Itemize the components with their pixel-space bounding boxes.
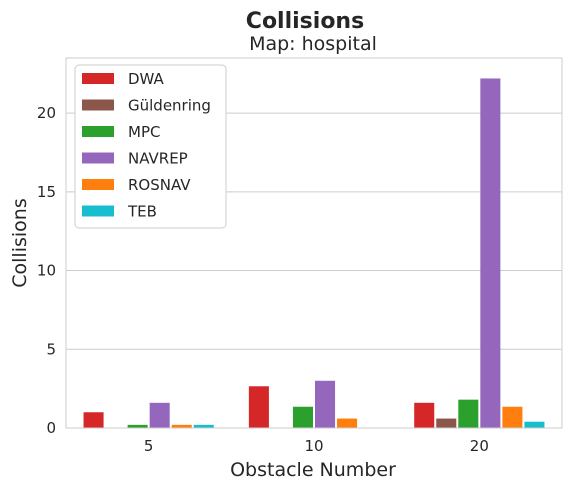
legend-swatch — [82, 126, 114, 137]
x-axis-label: Obstacle Number — [230, 459, 396, 481]
bar — [458, 399, 479, 428]
legend-swatch — [82, 99, 114, 111]
x-tick-label: 10 — [304, 437, 323, 455]
bar — [171, 424, 192, 428]
chart-title: Collisions — [246, 9, 364, 34]
bar — [337, 418, 358, 428]
chart-subtitle: Map: hospital — [249, 33, 377, 55]
bar — [524, 421, 545, 428]
x-tick-label: 20 — [470, 437, 489, 455]
legend-swatch — [82, 179, 114, 190]
bar — [127, 424, 148, 428]
y-tick-label: 10 — [37, 262, 56, 280]
legend-label: NAVREP — [128, 150, 188, 168]
bar — [480, 78, 501, 429]
bar — [502, 406, 523, 428]
bar — [149, 402, 170, 428]
y-tick-label: 0 — [46, 419, 56, 437]
legend-label: Güldenring — [128, 97, 211, 115]
legend-label: DWA — [128, 70, 165, 88]
legend-swatch — [82, 152, 114, 164]
bar — [248, 386, 269, 428]
x-tick-label: 5 — [144, 437, 154, 455]
y-axis-label: Collisions — [9, 198, 31, 287]
legend-swatch — [82, 73, 114, 84]
y-tick-label: 20 — [37, 104, 56, 122]
y-tick-label: 5 — [46, 340, 56, 358]
bars-group — [83, 78, 545, 429]
y-tick-label: 15 — [37, 183, 56, 201]
y-tick-labels: 0 5 10 15 20 — [37, 104, 56, 437]
legend: DWA Güldenring MPC NAVREP ROSNAV TEB — [74, 64, 227, 229]
bar — [292, 406, 313, 428]
bar — [436, 418, 457, 428]
legend-swatch — [82, 205, 114, 217]
legend-label: MPC — [128, 123, 160, 141]
bar — [193, 424, 214, 428]
bar — [83, 412, 104, 428]
legend-label: TEB — [127, 203, 157, 221]
plot-frame — [65, 57, 563, 429]
bar — [315, 380, 336, 428]
bar — [414, 402, 435, 428]
x-tick-labels: 5 10 20 — [144, 437, 489, 455]
legend-label: ROSNAV — [128, 176, 191, 194]
